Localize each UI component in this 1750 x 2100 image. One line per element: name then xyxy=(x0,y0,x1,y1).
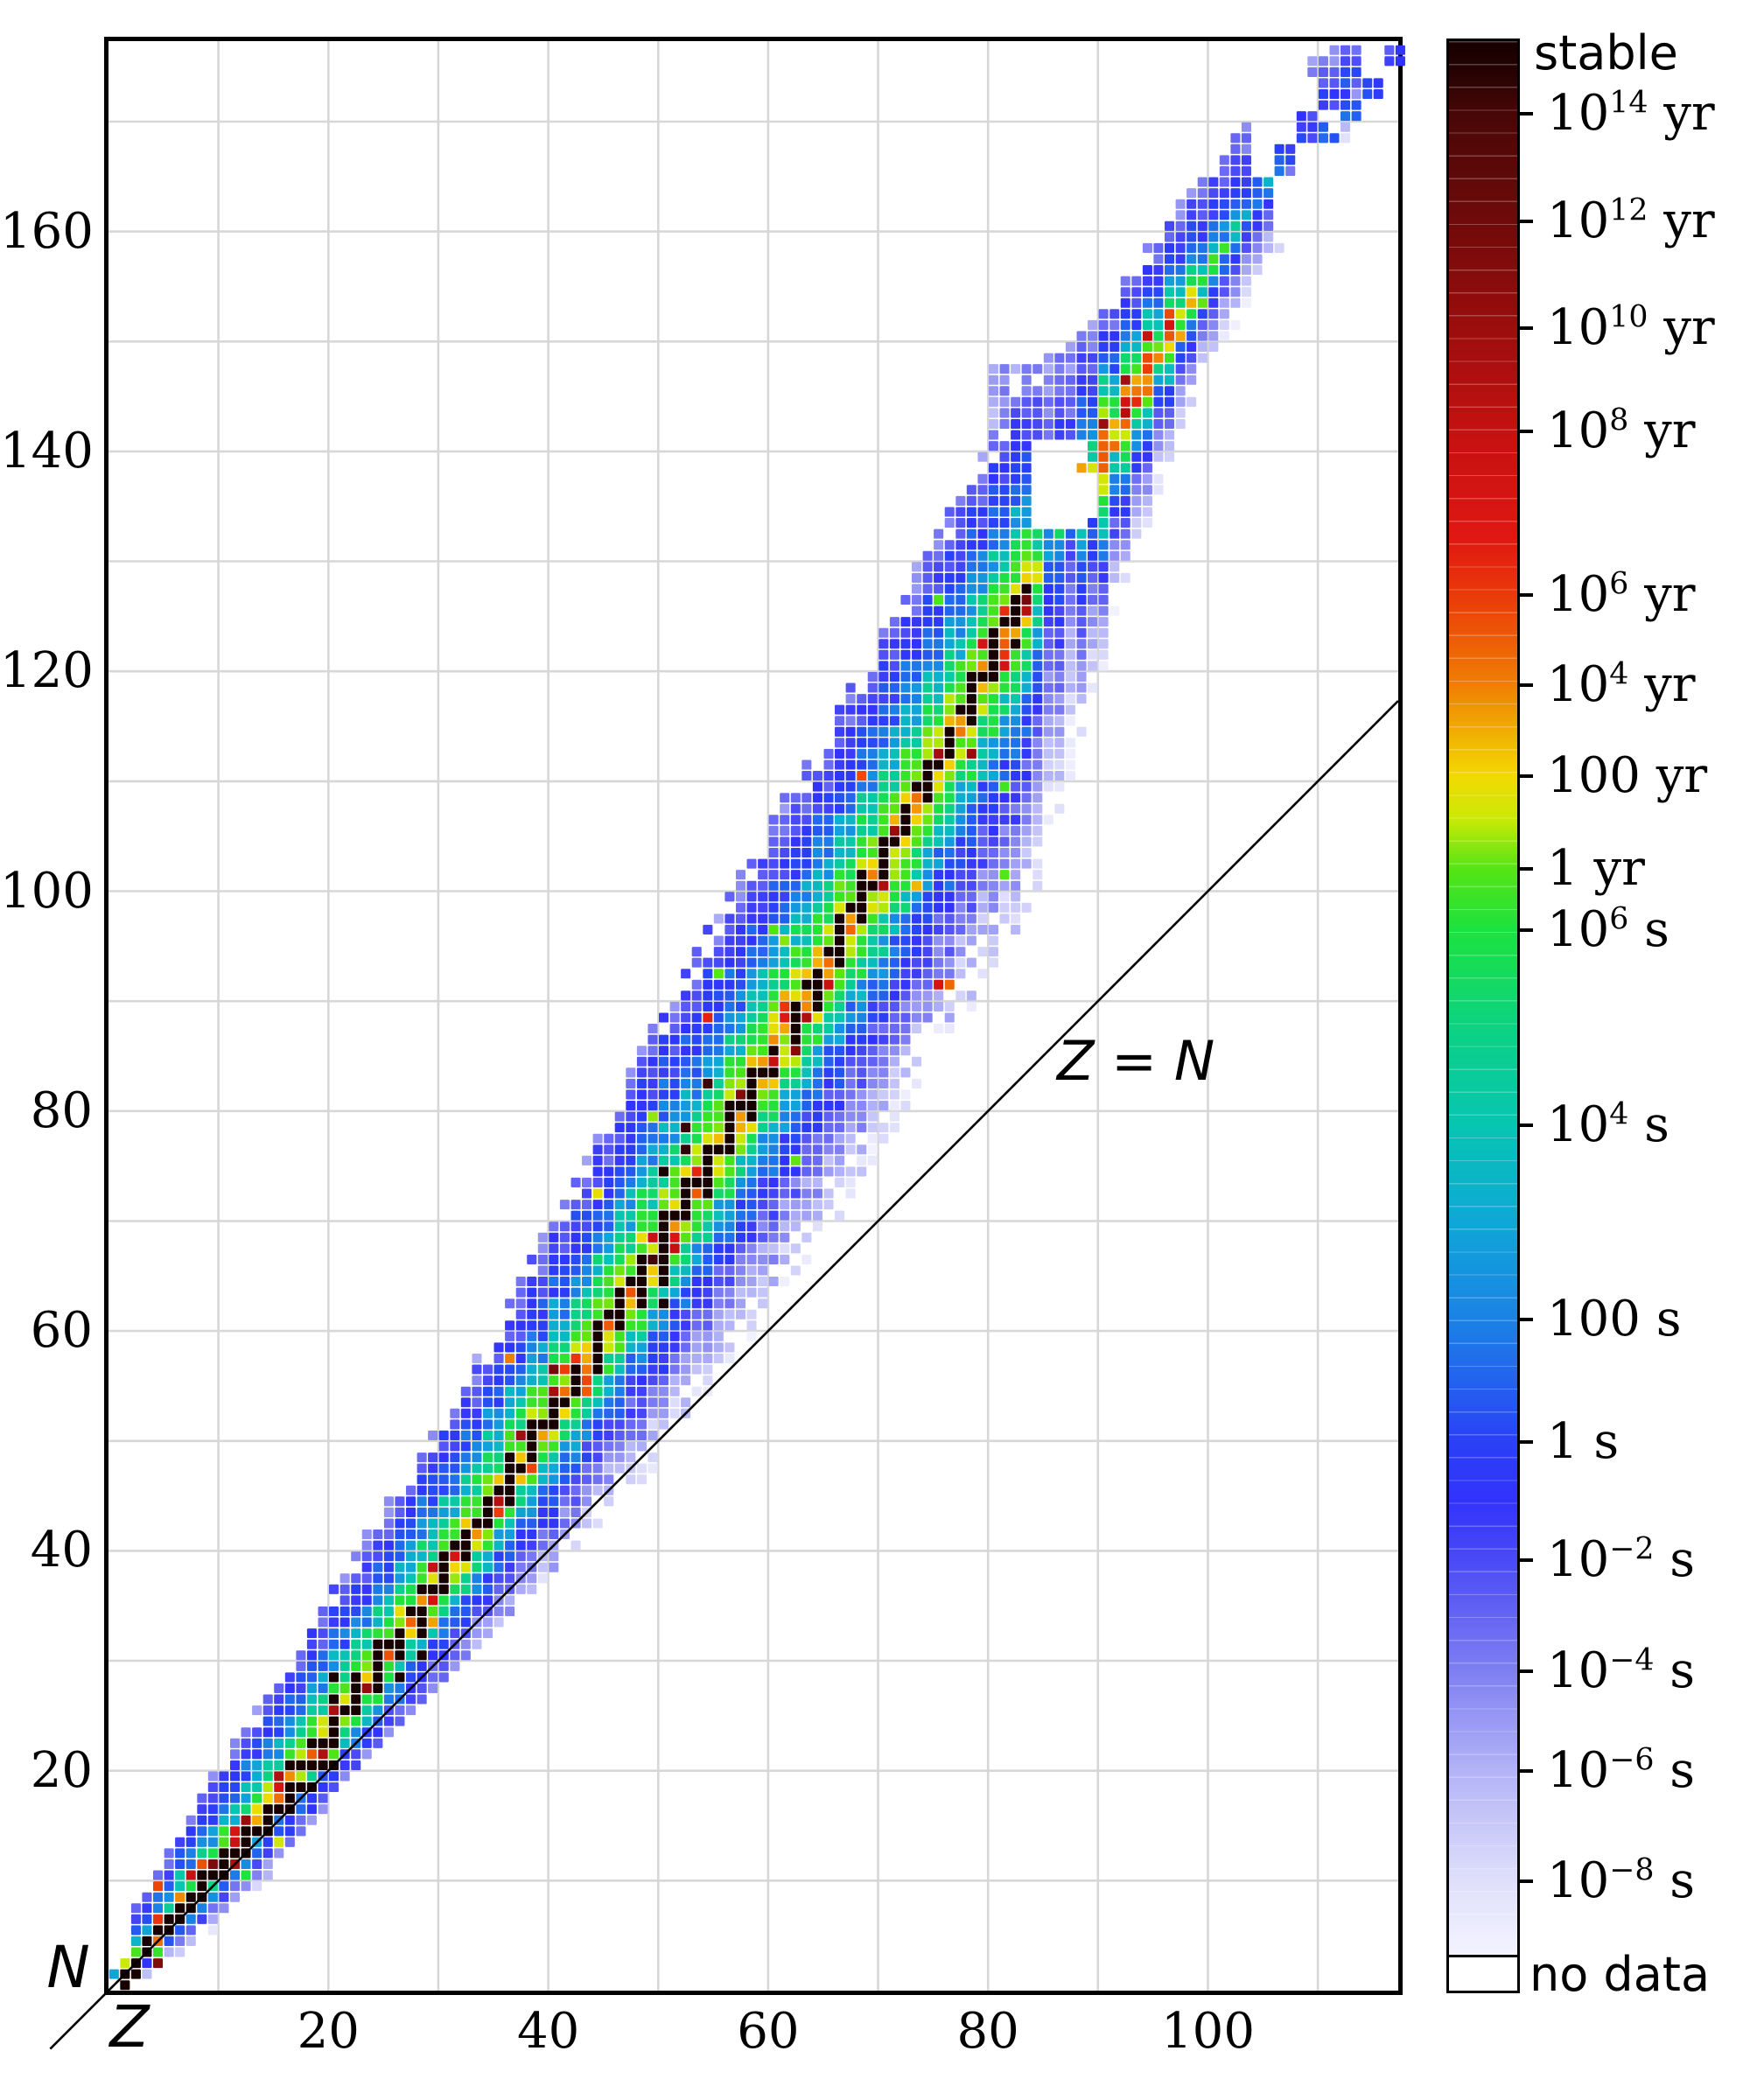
x-tick-label: 60 xyxy=(737,2003,800,2060)
y-tick-label: 80 xyxy=(30,1082,93,1139)
colorbar-tick xyxy=(1517,1769,1533,1773)
y-tick-label: 120 xyxy=(0,642,94,700)
colorbar-tick xyxy=(1517,774,1533,778)
colorbar-tick xyxy=(1517,683,1533,687)
colorbar-tick-label: 100 yr xyxy=(1547,747,1708,804)
colorbar-tick-label: 1 s xyxy=(1547,1413,1620,1470)
colorbar-tick xyxy=(1517,1440,1533,1444)
colorbar-tick-label: 104 yr xyxy=(1547,656,1696,713)
x-tick-label: 80 xyxy=(956,2003,1019,2060)
z-equals-n-line xyxy=(49,700,1399,2050)
colorbar-tick xyxy=(1517,1558,1533,1562)
x-tick-label: 100 xyxy=(1161,2003,1255,2060)
nuclide-cells xyxy=(108,45,1405,1991)
y-tick-label: 20 xyxy=(30,1741,93,1799)
colorbar-tick-label: 1014 yr xyxy=(1547,85,1715,142)
colorbar-tick xyxy=(1517,867,1533,871)
colorbar-tick-label: 1010 yr xyxy=(1547,299,1715,356)
colorbar-tick-label: 100 s xyxy=(1547,1291,1682,1348)
nuclide-plot-svg xyxy=(49,41,1405,2050)
colorbar-tick-label: 108 yr xyxy=(1547,402,1696,459)
colorbar-tick xyxy=(1517,112,1533,116)
y-tick-label: 40 xyxy=(30,1522,93,1579)
colorbar-tick xyxy=(1517,928,1533,932)
y-tick-label: 60 xyxy=(30,1302,93,1360)
colorbar-no-data-box xyxy=(1446,1955,1520,1993)
x-axis-label: Z xyxy=(109,1993,150,2061)
colorbar-tick-label: 104 s xyxy=(1547,1096,1670,1153)
colorbar-tick-label: 10−6 s xyxy=(1547,1742,1695,1799)
colorbar-no-data-label: no data xyxy=(1530,1947,1711,2002)
y-tick-label: 160 xyxy=(0,202,94,260)
colorbar-tick xyxy=(1517,593,1533,597)
x-tick-label: 20 xyxy=(297,2003,360,2060)
colorbar-tick xyxy=(1517,220,1533,223)
colorbar-tick xyxy=(1517,1318,1533,1321)
colorbar-tick-label: 10−8 s xyxy=(1547,1852,1695,1909)
z-equals-n-annotation: Z = N xyxy=(1057,1029,1215,1093)
colorbar-tick-label: 10−2 s xyxy=(1547,1531,1695,1588)
colorbar-tick-label: 106 yr xyxy=(1547,566,1696,623)
colorbar-gradient xyxy=(1446,38,1520,1960)
colorbar-tick xyxy=(1517,1670,1533,1673)
plot-area xyxy=(49,37,1405,2050)
grid-lines xyxy=(108,41,1398,1991)
x-tick-label: 40 xyxy=(516,2003,580,2060)
colorbar-tick xyxy=(1517,430,1533,433)
colorbar-tick-label: 1012 yr xyxy=(1547,192,1715,249)
y-tick-label: 100 xyxy=(0,862,94,920)
y-tick-label: 140 xyxy=(0,422,94,480)
colorbar-tick xyxy=(1517,326,1533,330)
colorbar-tick-label: 1 yr xyxy=(1547,840,1645,897)
y-axis-label: N xyxy=(46,1934,90,2001)
colorbar-stable-label: stable xyxy=(1534,25,1678,80)
colorbar-tick-label: 10−4 s xyxy=(1547,1642,1695,1699)
colorbar-tick xyxy=(1517,1124,1533,1127)
colorbar-tick xyxy=(1517,1880,1533,1883)
colorbar-tick-label: 106 s xyxy=(1547,901,1670,958)
